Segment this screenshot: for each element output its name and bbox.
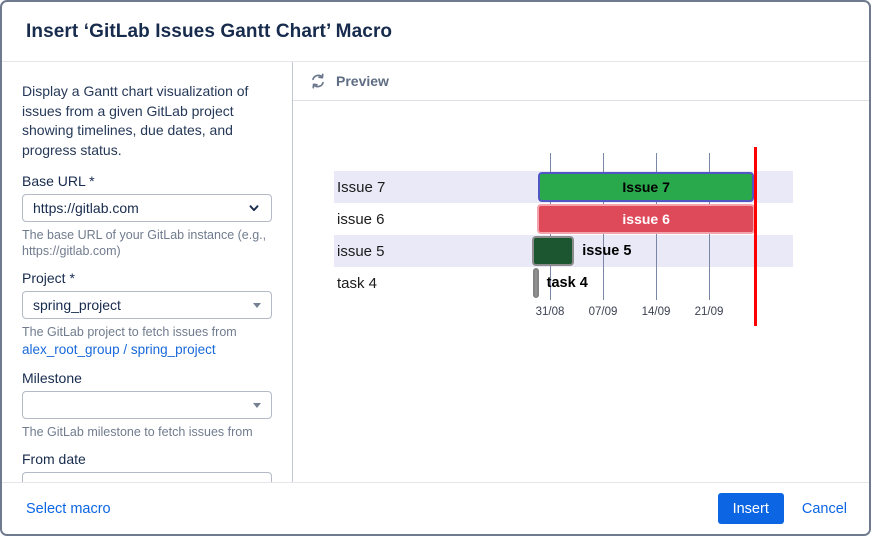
- cancel-button[interactable]: Cancel: [801, 500, 847, 517]
- refresh-icon[interactable]: [309, 72, 327, 90]
- gantt-axis-label: 14/09: [641, 306, 671, 318]
- gantt-axis-label: 07/09: [588, 306, 618, 318]
- preview-panel: Preview Issue 7 issue 6 issue 5 task 4 31/08…: [293, 62, 869, 482]
- gantt-bar: [532, 268, 539, 298]
- gantt-bar: Issue 7: [537, 172, 755, 202]
- gantt-bar-label: issue 5: [582, 243, 632, 259]
- project-helper: The GitLab project to fetch issues from: [22, 325, 237, 339]
- preview-title: Preview: [336, 73, 389, 89]
- milestone-label: Milestone: [22, 370, 82, 386]
- insert-button[interactable]: Insert: [717, 493, 784, 524]
- dialog-body: Display a Gantt chart visualization of i…: [2, 62, 869, 482]
- gantt-bar-label: task 4: [546, 275, 588, 291]
- gantt-axis-label: 21/09: [694, 306, 724, 318]
- gantt-row-label: issue 6: [337, 210, 385, 228]
- today-marker-line: [753, 147, 757, 326]
- project-field: Project * spring_project The GitLab proj…: [22, 269, 272, 359]
- dialog-footer: Select macro Insert Cancel: [2, 482, 869, 534]
- macro-form-panel: Display a Gantt chart visualization of i…: [2, 62, 293, 482]
- milestone-field: Milestone The GitLab milestone to fetch …: [22, 369, 272, 440]
- dialog-header: Insert ‘GitLab Issues Gantt Chart’ Macro: [2, 2, 869, 62]
- dialog-title: Insert ‘GitLab Issues Gantt Chart’ Macro: [26, 20, 393, 42]
- footer-actions: Insert Cancel: [717, 493, 847, 524]
- gantt-axis-label: 31/08: [535, 306, 565, 318]
- milestone-helper: The GitLab milestone to fetch issues fro…: [22, 425, 253, 439]
- gantt-preview: Issue 7 issue 6 issue 5 task 4 31/08 07/09 14/…: [293, 101, 869, 482]
- base-url-value: https://gitlab.com: [33, 200, 139, 216]
- from-date-input[interactable]: [22, 472, 272, 482]
- milestone-select[interactable]: [22, 391, 272, 419]
- project-value: spring_project: [33, 297, 121, 313]
- gantt-bar: issue 6: [537, 204, 756, 234]
- gantt-bar: [531, 236, 575, 266]
- preview-header: Preview: [293, 62, 869, 101]
- from-date-label: From date: [22, 451, 86, 467]
- gantt-row-label: Issue 7: [337, 178, 386, 196]
- project-select[interactable]: spring_project: [22, 291, 272, 319]
- base-url-field: Base URL * https://gitlab.com The base U…: [22, 172, 272, 259]
- from-date-field: From date: [22, 450, 272, 482]
- gantt-row-label: issue 5: [337, 242, 385, 260]
- gantt-row-label: task 4: [337, 274, 378, 292]
- macro-description: Display a Gantt chart visualization of i…: [22, 83, 249, 158]
- project-path-link[interactable]: alex_root_group / spring_project: [22, 342, 216, 357]
- project-label: Project *: [22, 270, 75, 286]
- base-url-label: Base URL *: [22, 173, 95, 189]
- gantt-chart: Issue 7 issue 6 issue 5 task 4 31/08 07/09 14/…: [293, 101, 869, 482]
- base-url-helper: The base URL of your GitLab instance (e.…: [22, 228, 267, 258]
- dropdown-triangle-icon: [253, 302, 261, 308]
- select-macro-link[interactable]: Select macro: [26, 500, 111, 517]
- dropdown-triangle-icon: [253, 402, 261, 408]
- chevron-down-icon: [249, 205, 259, 212]
- base-url-select[interactable]: https://gitlab.com: [22, 194, 272, 222]
